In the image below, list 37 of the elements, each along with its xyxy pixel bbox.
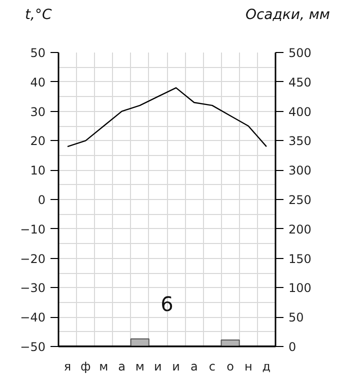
y-tick-label: 10 — [30, 164, 46, 178]
x-tick-label: м — [135, 360, 144, 374]
y2-tick-label: 450 — [288, 75, 312, 90]
annotation: 6 — [160, 292, 174, 316]
y2-tick-label: 150 — [288, 252, 312, 266]
y2-tick-label: 0 — [288, 340, 296, 354]
y-tick-label: −10 — [20, 222, 46, 236]
x-tick-label: о — [226, 360, 234, 374]
x-tick-label: м — [99, 360, 108, 374]
x-tick-label: д — [262, 360, 271, 374]
y-tick-label: −50 — [20, 340, 46, 354]
y2-tick-label: 400 — [288, 104, 312, 119]
x-tick-label: а — [118, 360, 126, 374]
x-tick-label: и — [172, 360, 180, 374]
y-tick-label: 20 — [30, 134, 46, 148]
y2-tick-label: 250 — [288, 193, 312, 207]
y2-tick-label: 500 — [288, 46, 312, 60]
y2-axis-title: Осадки, мм — [245, 6, 330, 25]
x-tick-label: я — [64, 360, 72, 374]
x-tick-label: и — [154, 360, 162, 374]
y2-tick-label: 50 — [288, 310, 304, 325]
y-tick-label: −20 — [20, 252, 46, 266]
x-tick-label: н — [244, 360, 252, 374]
y-tick-label: −40 — [20, 310, 46, 325]
x-tick-label: а — [190, 360, 198, 374]
y-tick-label: 50 — [30, 46, 46, 60]
y2-tick-label: 200 — [288, 222, 312, 236]
y2-tick-label: 350 — [288, 134, 312, 148]
y-tick-label: −30 — [20, 281, 46, 296]
y-tick-label: 0 — [38, 193, 46, 207]
y-axis-title: t,°C — [25, 6, 52, 25]
y-tick-label: 40 — [30, 75, 46, 90]
y-tick-label: 30 — [30, 104, 46, 119]
x-tick-label: с — [208, 360, 216, 374]
x-tick-label: ф — [80, 360, 91, 374]
y2-tick-label: 100 — [288, 281, 312, 296]
y2-tick-label: 300 — [288, 164, 312, 178]
